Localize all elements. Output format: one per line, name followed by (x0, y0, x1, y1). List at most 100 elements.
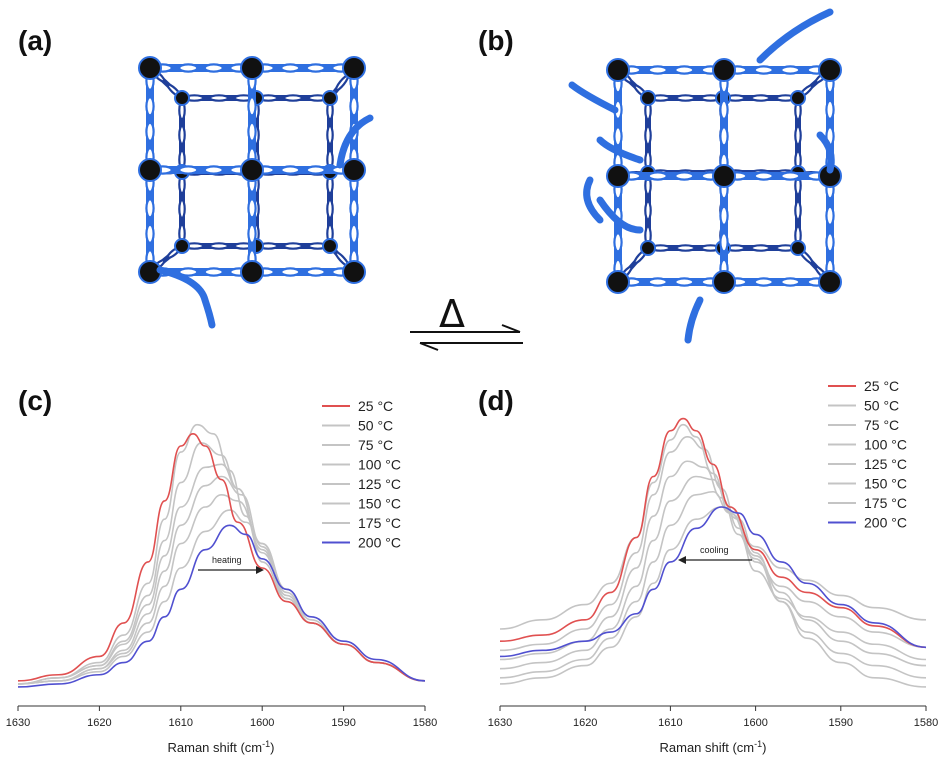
x-tick-label: 1580 (413, 717, 437, 729)
framework-structure-a (138, 56, 374, 329)
legend: 25 °C 50 °C 75 °C 100 °C 125 °C 150 °C 175 °C 2… (322, 398, 401, 551)
linker-ring (349, 96, 359, 117)
series-line (499, 460, 927, 661)
linker-ring (825, 232, 835, 253)
metal-node (138, 158, 162, 182)
linker-ring (203, 165, 224, 175)
metal-node (240, 260, 264, 284)
legend-label: 25 °C (358, 398, 393, 414)
linker-ring (349, 198, 359, 219)
linker-ring (613, 126, 623, 147)
linker-ring (825, 205, 835, 226)
linker-ring (178, 165, 199, 175)
linker-ring (675, 94, 696, 102)
metal-node (606, 270, 630, 294)
annotation-heating-text: heating (212, 555, 242, 565)
linker-ring (674, 277, 695, 287)
dangling-linker (756, 8, 834, 64)
linker-ring (178, 124, 186, 146)
linker-ring (203, 63, 224, 73)
x-tick-label: 1600 (250, 717, 274, 729)
metal-node (790, 90, 806, 106)
legend-label: 75 °C (358, 437, 393, 453)
legend-label: 150 °C (864, 476, 907, 492)
metal-node (342, 260, 366, 284)
linker-ring (753, 65, 774, 75)
x-tick-label: 1590 (829, 717, 853, 729)
series-group (499, 417, 927, 688)
linker-ring (719, 232, 729, 253)
x-tick-label: 1590 (331, 717, 355, 729)
series-line (499, 475, 927, 670)
linker-ring (305, 165, 326, 175)
series-line (17, 524, 426, 688)
linker-ring (675, 244, 696, 252)
linker-ring (750, 244, 771, 252)
linker-ring (613, 232, 623, 253)
metal-node (640, 90, 656, 106)
legend-label: 75 °C (864, 417, 899, 433)
linker-ring (208, 242, 230, 250)
dangling-linker (816, 131, 835, 174)
linker-ring (750, 94, 771, 102)
linker-ring (145, 121, 155, 142)
linker-ring (349, 223, 359, 244)
linker-ring (280, 63, 301, 73)
panel-label-a: (a) (18, 25, 52, 56)
framework-structure-b (568, 8, 842, 344)
metal-node (818, 270, 842, 294)
linker-ring (674, 65, 695, 75)
dangling-linker (596, 136, 644, 164)
panel-label-c: (c) (18, 385, 52, 416)
raman-chart-cooling: 1630 1620 1610 1600 1590 1580 Raman shift (cm… (488, 378, 938, 755)
annotation-heating: heating (198, 555, 264, 574)
x-tick-label: 1610 (658, 717, 682, 729)
linker-ring (282, 94, 304, 102)
linker-ring (326, 198, 334, 220)
metal-node (138, 56, 162, 80)
heating-arrow-head (256, 566, 264, 574)
linker-ring (247, 121, 257, 142)
linker-ring (719, 126, 729, 147)
series-line (499, 506, 927, 688)
linker-ring (145, 198, 155, 219)
linker-ring (282, 242, 304, 250)
legend-label: 50 °C (358, 418, 393, 434)
metal-node (818, 58, 842, 82)
linker-ring (794, 200, 802, 221)
linker-ring (753, 171, 774, 181)
x-axis-title: Raman shift (cm-1) (660, 739, 767, 755)
linker-ring (305, 63, 326, 73)
series-line (499, 506, 927, 658)
legend-label: 175 °C (864, 495, 907, 511)
cooling-arrow-head (678, 556, 686, 564)
linker-ring (145, 223, 155, 244)
linker-ring (794, 125, 802, 146)
legend-label: 125 °C (864, 456, 907, 472)
dangling-linker (684, 296, 704, 344)
x-tick-label: 1620 (87, 717, 111, 729)
metal-node (342, 56, 366, 80)
metal-node (712, 270, 736, 294)
linker-ring (647, 65, 668, 75)
metal-node (640, 240, 656, 256)
panel-label-d: (d) (478, 385, 514, 416)
series-line (499, 490, 927, 679)
linker-ring (247, 198, 257, 219)
linker-ring (247, 96, 257, 117)
dangling-linker (336, 114, 374, 169)
x-tick-label: 1600 (743, 717, 767, 729)
panel-label-b: (b) (478, 25, 514, 56)
metal-node (606, 164, 630, 188)
linker-ring (719, 99, 729, 120)
metal-node (322, 238, 338, 254)
legend-label: 125 °C (358, 476, 401, 492)
linker-ring (644, 125, 652, 146)
legend-label: 200 °C (358, 535, 401, 551)
raman-chart-heating: 1630 1620 1610 1600 1590 1580 Raman shift (cm… (6, 398, 437, 755)
linker-ring (674, 171, 695, 181)
metal-node (342, 158, 366, 182)
x-tick-label: 1580 (914, 717, 938, 729)
linker-ring (644, 200, 652, 221)
